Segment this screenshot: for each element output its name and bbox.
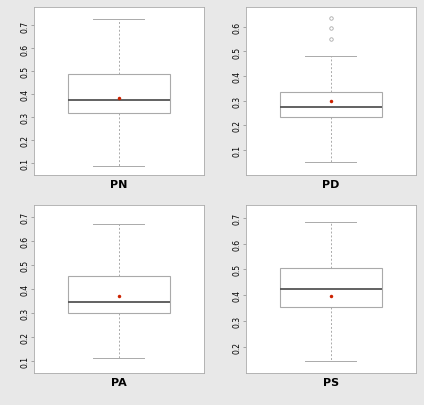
Bar <box>280 269 382 307</box>
Bar <box>280 93 382 117</box>
X-axis label: PN: PN <box>110 179 127 190</box>
Text: (a): (a) <box>110 212 128 222</box>
X-axis label: PD: PD <box>322 179 339 190</box>
Bar <box>68 75 170 113</box>
Text: (b): (b) <box>321 212 340 222</box>
X-axis label: PA: PA <box>111 377 127 387</box>
Bar <box>68 276 170 313</box>
X-axis label: PS: PS <box>323 377 339 387</box>
